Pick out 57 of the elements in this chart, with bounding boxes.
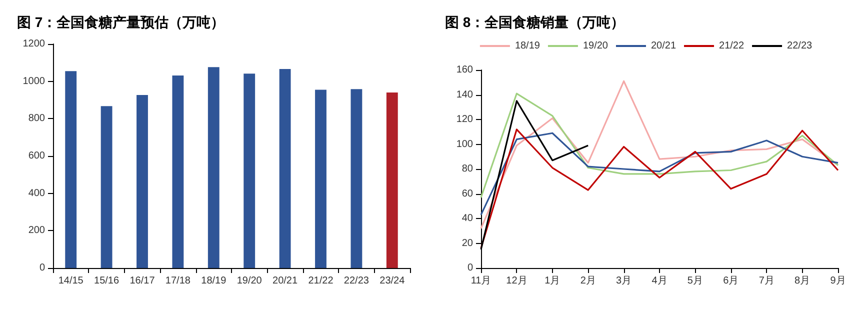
x-tick-label: 22/23 — [344, 276, 370, 286]
x-tick-label: 4月 — [652, 276, 668, 286]
x-tick-label: 7月 — [758, 276, 774, 286]
y-tick-label: 40 — [462, 213, 474, 224]
x-tick-label: 3月 — [616, 276, 632, 286]
bar — [386, 92, 398, 268]
x-tick-label: 9月 — [830, 276, 846, 286]
bar — [315, 90, 326, 268]
x-tick-label: 17/18 — [165, 276, 191, 286]
y-tick-label: 0 — [39, 262, 46, 274]
y-tick-label: 20 — [462, 238, 474, 249]
y-tick-label: 0 — [467, 262, 474, 274]
x-tick-label: 12月 — [506, 276, 528, 286]
y-tick-label: 600 — [28, 150, 46, 162]
chart-title: 图 8：全国食糖销量（万吨） — [445, 14, 625, 30]
x-tick-label: 5月 — [687, 276, 703, 286]
y-tick-label: 200 — [28, 225, 46, 236]
y-tick-label: 80 — [462, 164, 474, 174]
x-tick-label: 18/19 — [201, 276, 227, 286]
line-series — [480, 132, 839, 216]
x-tick-label: 6月 — [723, 276, 739, 286]
x-tick-label: 16/17 — [130, 276, 156, 286]
x-tick-label: 19/20 — [236, 276, 262, 286]
y-tick-label: 800 — [28, 113, 46, 124]
bar — [65, 71, 77, 268]
x-tick-label: 2月 — [580, 276, 596, 286]
x-tick-label: 20/21 — [272, 276, 298, 286]
bar — [350, 89, 362, 268]
x-tick-label: 8月 — [794, 276, 810, 286]
bar — [172, 76, 184, 268]
bar — [100, 106, 112, 268]
x-tick-label: 23/24 — [380, 276, 406, 286]
legend-label: 19/20 — [582, 40, 608, 52]
legend-label: 18/19 — [514, 40, 540, 52]
y-tick-label: 1000 — [22, 76, 46, 87]
y-tick-label: 1200 — [22, 38, 46, 50]
y-tick-label: 60 — [462, 188, 474, 200]
x-tick-label: 21/22 — [308, 276, 334, 286]
y-tick-label: 160 — [456, 64, 474, 76]
bar — [208, 67, 220, 268]
bar — [244, 74, 256, 268]
legend-label: 21/22 — [719, 40, 744, 52]
bar — [136, 94, 148, 268]
x-tick-label: 15/16 — [94, 276, 120, 286]
bar — [279, 69, 291, 268]
y-tick-label: 400 — [28, 188, 46, 199]
x-tick-label: 14/15 — [58, 276, 84, 286]
x-tick-label: 1月 — [544, 276, 560, 286]
legend-label: 20/21 — [650, 40, 676, 52]
chart-title: 图 7：全国食糖产量预估（万吨） — [17, 14, 225, 30]
line-series — [480, 92, 839, 198]
line-series — [480, 128, 839, 249]
y-tick-label: 100 — [456, 138, 474, 150]
x-tick-label: 11月 — [470, 276, 492, 286]
y-tick-label: 140 — [456, 89, 474, 100]
legend-label: 22/23 — [787, 40, 812, 52]
y-tick-label: 120 — [456, 114, 474, 125]
